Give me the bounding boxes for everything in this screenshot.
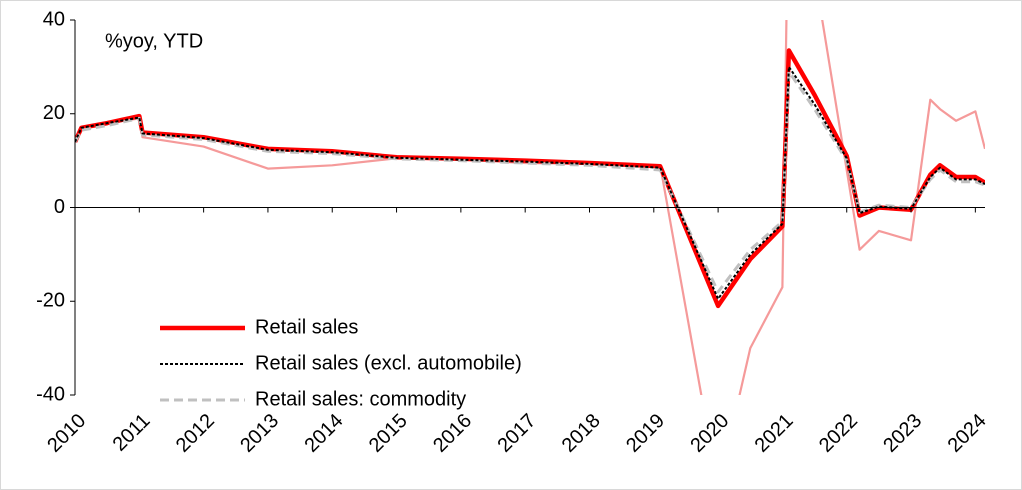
chart-title: %yoy, YTD [105, 30, 203, 52]
y-tick-label: 40 [43, 8, 65, 30]
legend-label: Retail sales [255, 316, 358, 338]
plot-lines [75, 20, 985, 395]
y-tick-label: -40 [36, 383, 65, 405]
y-tick-label: 0 [54, 196, 65, 218]
legend-label: Retail sales: commodity [255, 388, 466, 410]
y-tick-label: -20 [36, 290, 65, 312]
series-line [75, 20, 985, 395]
series-line [75, 65, 985, 300]
legend-label: Retail sales (excl. automobile) [255, 352, 522, 374]
y-tick-label: 20 [43, 102, 65, 124]
